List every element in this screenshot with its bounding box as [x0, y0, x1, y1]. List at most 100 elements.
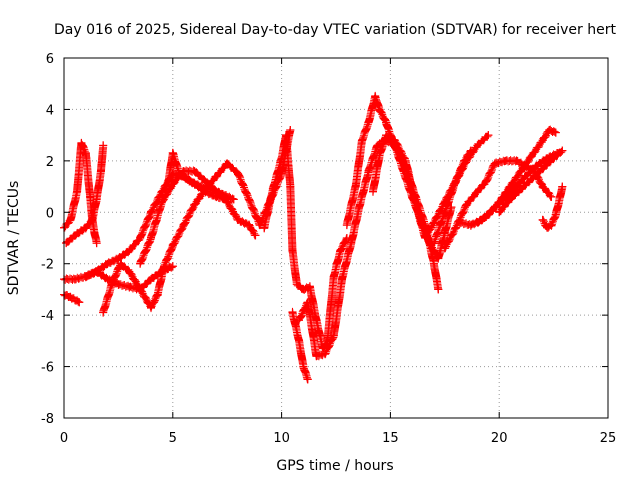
- data-point: [440, 208, 449, 217]
- data-point: [434, 285, 443, 294]
- data-point: [99, 308, 108, 317]
- data-point: [286, 126, 295, 134]
- data-point: [160, 262, 169, 271]
- data-point: [490, 159, 499, 168]
- data-point: [538, 216, 547, 224]
- y-tick-label: 4: [46, 103, 54, 118]
- data-point: [244, 221, 253, 230]
- data-point: [81, 149, 90, 158]
- data-point: [451, 223, 460, 232]
- data-point: [473, 218, 482, 227]
- data-point: [375, 151, 384, 160]
- data-point: [281, 131, 290, 140]
- data-point: [175, 169, 184, 178]
- data-point: [462, 156, 471, 165]
- data-point: [558, 146, 567, 155]
- data-point: [116, 259, 125, 268]
- data-point: [516, 167, 525, 176]
- data-point: [375, 105, 384, 114]
- data-point: [218, 190, 227, 199]
- series-sat-d: [62, 141, 108, 248]
- data-point: [255, 221, 264, 230]
- data-point: [153, 290, 162, 299]
- x-tick-label: 15: [382, 431, 399, 446]
- data-point: [303, 298, 312, 307]
- data-point: [268, 185, 277, 194]
- data-point: [75, 298, 84, 307]
- data-point: [88, 216, 97, 224]
- data-point: [277, 154, 286, 163]
- chart-title: Day 016 of 2025, Sidereal Day-to-day VTE…: [54, 22, 616, 38]
- data-point: [373, 141, 382, 150]
- data-point: [484, 131, 493, 140]
- x-tick-label: 0: [60, 431, 68, 446]
- data-point: [292, 280, 301, 289]
- y-axis-ticks: -8 -6 -4 -2 0 2 4 6: [41, 52, 608, 427]
- data-point: [429, 218, 438, 227]
- data-point: [299, 362, 308, 371]
- data-point: [66, 293, 75, 302]
- data-point: [136, 285, 145, 294]
- data-series: [60, 91, 567, 384]
- data-point: [81, 223, 90, 232]
- data-point: [244, 195, 253, 204]
- data-point: [516, 185, 525, 194]
- data-point: [358, 136, 367, 145]
- series-sat-l: [342, 91, 443, 294]
- data-point: [168, 180, 177, 188]
- x-tick-label: 25: [600, 431, 617, 446]
- data-point: [212, 172, 221, 181]
- data-point: [73, 187, 82, 196]
- data-point: [103, 259, 112, 268]
- data-point: [207, 185, 216, 194]
- data-point: [147, 303, 156, 312]
- x-tick-label: 20: [491, 431, 508, 446]
- data-point: [86, 192, 95, 201]
- y-tick-label: 2: [46, 155, 54, 170]
- series-sat-h: [164, 148, 238, 204]
- y-axis-label: SDTVAR / TECUs: [6, 181, 22, 296]
- data-point: [157, 187, 166, 196]
- plot-frame: [63, 57, 609, 419]
- data-point: [401, 156, 410, 165]
- y-tick-label: -8: [41, 412, 54, 427]
- data-point: [299, 285, 308, 294]
- data-point: [462, 200, 471, 209]
- data-point: [99, 141, 108, 150]
- y-tick-label: 0: [46, 206, 54, 221]
- data-point: [312, 352, 321, 361]
- data-point: [412, 203, 421, 212]
- data-point: [136, 234, 145, 242]
- x-tick-label: 10: [273, 431, 290, 446]
- data-point: [556, 192, 565, 201]
- data-point: [538, 136, 547, 145]
- data-point: [295, 336, 304, 345]
- data-point: [336, 246, 345, 255]
- data-point: [303, 375, 312, 384]
- data-point: [92, 267, 101, 276]
- data-point: [251, 231, 260, 240]
- data-point: [538, 182, 547, 191]
- data-point: [288, 246, 297, 255]
- data-point: [186, 177, 195, 186]
- data-point: [164, 177, 173, 186]
- data-point: [136, 259, 145, 268]
- data-point: [234, 169, 243, 178]
- data-point: [168, 262, 177, 271]
- data-point: [234, 216, 243, 224]
- series-sat-r: [495, 146, 567, 217]
- data-point: [179, 221, 188, 230]
- data-point: [190, 167, 199, 176]
- data-point: [305, 282, 314, 291]
- series-sat-j: [288, 307, 312, 384]
- data-point: [338, 272, 347, 281]
- data-point: [512, 156, 521, 165]
- data-point: [368, 187, 377, 196]
- data-point: [77, 138, 86, 147]
- data-point: [66, 216, 75, 224]
- data-point: [92, 239, 101, 248]
- data-point: [429, 239, 438, 248]
- data-point: [473, 141, 482, 150]
- data-point: [549, 154, 558, 163]
- data-point: [229, 195, 238, 204]
